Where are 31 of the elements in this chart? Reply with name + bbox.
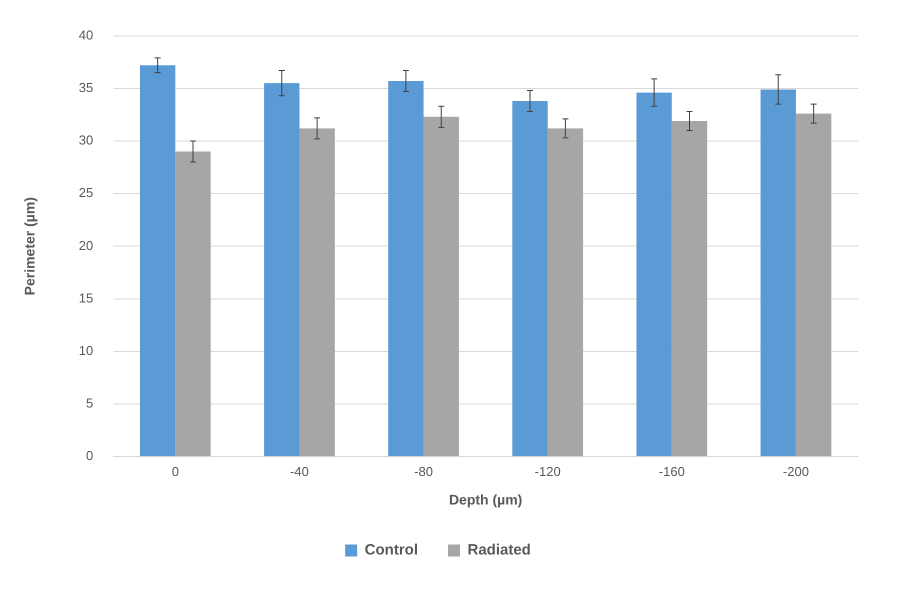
bar <box>299 128 335 456</box>
bar <box>424 116 459 456</box>
y-tick-label: 15 <box>78 290 94 306</box>
y-tick-label: 40 <box>78 27 94 42</box>
bar <box>264 83 300 456</box>
bar <box>636 92 672 456</box>
x-tick-label: -200 <box>782 464 809 479</box>
bar <box>548 128 584 456</box>
legend-label: Control <box>364 542 418 559</box>
legend-label: Radiated <box>467 542 531 559</box>
bar <box>388 81 424 456</box>
y-tick-label: 0 <box>86 448 94 464</box>
x-axis-title: Depth (µm) <box>448 491 522 508</box>
y-axis-title: Perimeter (µm) <box>21 197 38 296</box>
y-tick-label: 5 <box>86 396 94 411</box>
y-tick-label: 30 <box>78 132 94 148</box>
bar <box>796 114 832 456</box>
bar <box>140 65 176 456</box>
x-tick-label: -120 <box>534 464 561 479</box>
bar <box>672 121 708 456</box>
x-tick-label: -80 <box>414 464 433 479</box>
y-tick-label: 25 <box>78 185 94 200</box>
y-tick-label: 10 <box>78 342 94 358</box>
bar <box>760 89 796 456</box>
x-tick-label: -160 <box>658 464 685 479</box>
x-tick-label: 0 <box>172 464 179 479</box>
y-tick-label: 20 <box>78 238 94 253</box>
y-tick-label: 35 <box>78 80 94 95</box>
bar <box>512 101 548 456</box>
x-tick-label: -40 <box>290 464 309 479</box>
bar <box>175 152 211 456</box>
